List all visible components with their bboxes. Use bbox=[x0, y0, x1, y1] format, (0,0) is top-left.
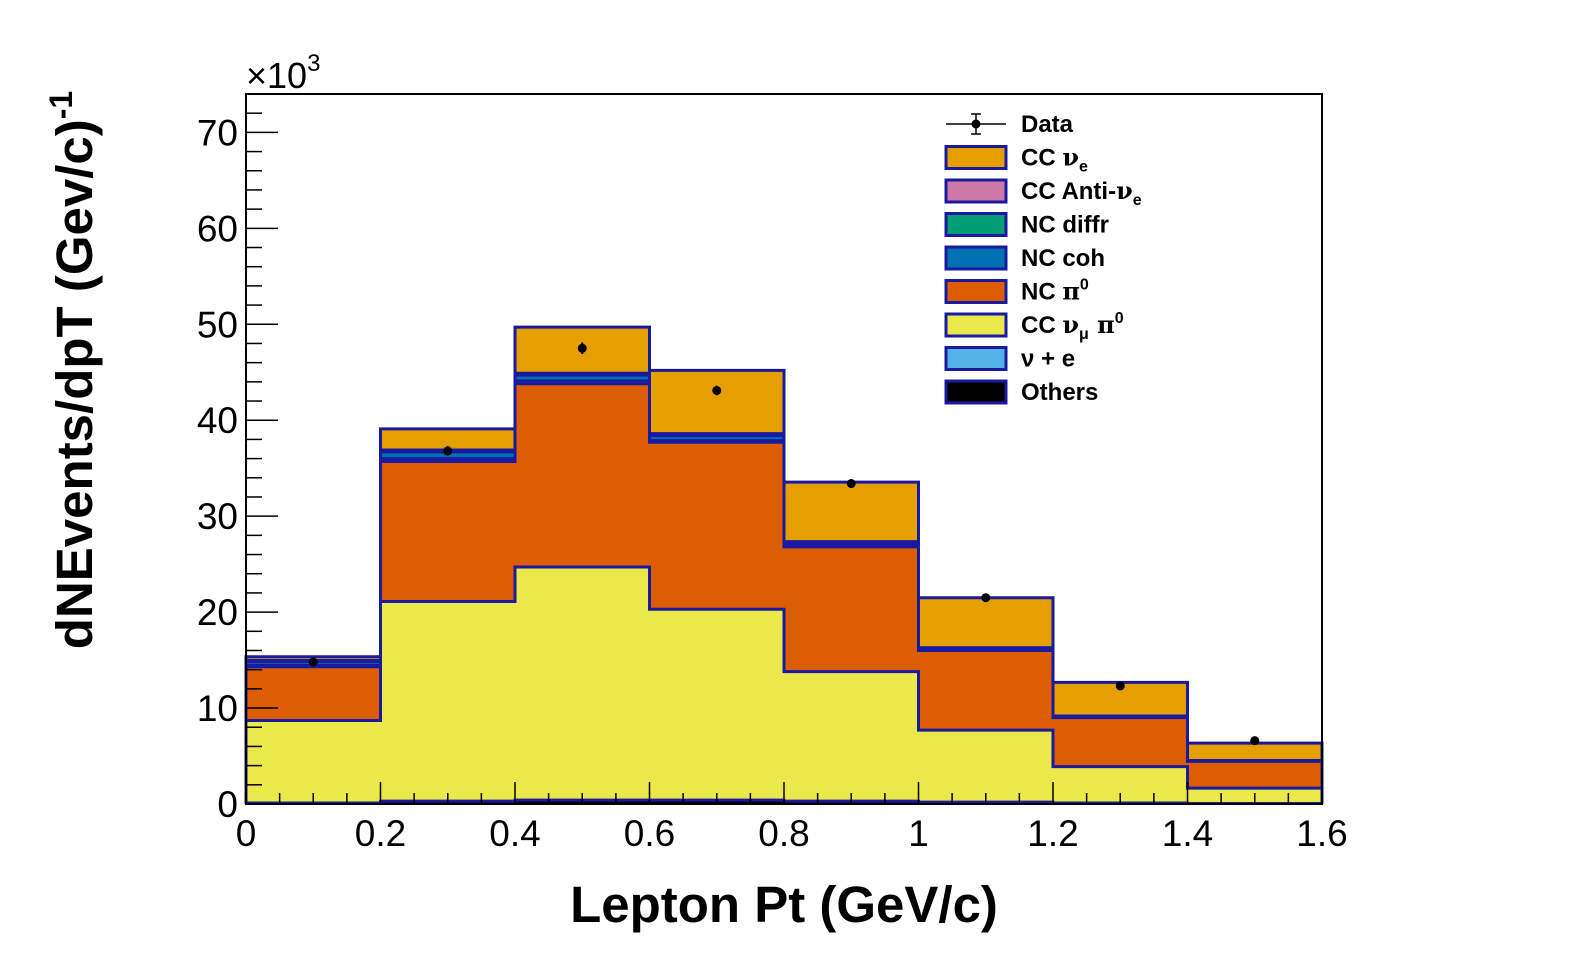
legend-swatch-cc-nue bbox=[944, 145, 1008, 170]
data-point-4 bbox=[846, 479, 856, 489]
legend-swatch-nc-pi0 bbox=[944, 279, 1008, 304]
legend-swatch-cc-anti-nue bbox=[944, 178, 1008, 204]
legend-label-data: Data bbox=[1021, 111, 1074, 138]
bar-nc-pi0-bin-7 bbox=[1187, 761, 1322, 789]
bar-nc-pi0-bin-6 bbox=[1053, 717, 1188, 767]
data-points bbox=[308, 342, 1260, 746]
bar-cc-numu-pi0-bin-1 bbox=[380, 601, 515, 802]
legend-label-part: ν bbox=[1062, 143, 1079, 172]
bar-nc-coh-bin-3 bbox=[649, 435, 784, 441]
bar-cc-nue-bin-4 bbox=[784, 482, 919, 542]
y-tick-label-2: 20 bbox=[197, 592, 238, 633]
bar-cc-numu-pi0-bin-0 bbox=[246, 720, 381, 804]
legend-swatch-nc-coh bbox=[944, 245, 1008, 271]
x-tick-label-6: 1.2 bbox=[1027, 813, 1078, 854]
legend-label-part: π bbox=[1062, 277, 1080, 306]
legend-label-part: ν bbox=[1062, 310, 1079, 339]
legend-label-part: e bbox=[1133, 192, 1142, 209]
legend-label-nc-pi0: NC π0 bbox=[1021, 277, 1089, 306]
legend-swatch-nc-diffr bbox=[944, 212, 1008, 237]
data-point-7 bbox=[1250, 736, 1260, 746]
outline-cc-nue bbox=[244, 325, 1324, 804]
bar-cc-nue-bin-1 bbox=[380, 428, 515, 450]
y-axis-title: dNEvents/dpT (Gev/c)-1 bbox=[43, 91, 103, 649]
legend-label-nc-coh: NC coh bbox=[1021, 245, 1105, 272]
y-tick-label-5: 50 bbox=[197, 304, 238, 345]
x-tick-label-0: 0 bbox=[236, 813, 257, 854]
legend-label-part: Others bbox=[1021, 379, 1098, 406]
legend-label-part: ν bbox=[1116, 176, 1133, 205]
legend-label-others: Others bbox=[1021, 379, 1098, 406]
legend-label-part: ν + e bbox=[1021, 346, 1075, 373]
legend-label-cc-anti-nue: CC Anti-νe bbox=[1021, 176, 1142, 209]
data-point-6 bbox=[1115, 681, 1125, 691]
legend-label-nc-diffr: NC diffr bbox=[1021, 212, 1109, 239]
data-point-1 bbox=[443, 446, 453, 456]
y-tick-label-1: 10 bbox=[197, 688, 238, 729]
x-tick-label-5: 1 bbox=[908, 813, 929, 854]
legend-label-part: NC coh bbox=[1021, 245, 1105, 272]
bar-cc-numu-pi0-bin-4 bbox=[784, 671, 919, 802]
bar-nc-pi0-bin-0 bbox=[246, 666, 381, 721]
stacked-bars bbox=[244, 325, 1324, 806]
bar-cc-nue-bin-5 bbox=[918, 597, 1053, 648]
data-point-0 bbox=[308, 657, 318, 667]
bar-nc-pi0-bin-3 bbox=[649, 442, 784, 610]
legend-data-marker bbox=[971, 119, 981, 129]
y-axis-multiplier: ×103 bbox=[246, 50, 320, 96]
bar-cc-numu-pi0-bin-3 bbox=[649, 609, 784, 801]
legend-label-part: NC diffr bbox=[1021, 212, 1109, 239]
y-tick-label-4: 40 bbox=[197, 400, 238, 441]
bar-nc-pi0-bin-2 bbox=[515, 383, 650, 568]
bar-nc-coh-bin-2 bbox=[515, 375, 650, 381]
legend-label-part: Data bbox=[1021, 111, 1074, 138]
legend-label-nu-e: ν + e bbox=[1021, 346, 1075, 373]
multiplier-exponent: 3 bbox=[307, 50, 320, 77]
x-tick-label-3: 0.6 bbox=[624, 813, 675, 854]
bar-cc-nue-bin-7 bbox=[1187, 743, 1322, 761]
bar-nc-pi0-bin-5 bbox=[918, 650, 1053, 731]
x-tick-label-2: 0.4 bbox=[489, 813, 540, 854]
legend-label-part: e bbox=[1079, 159, 1088, 176]
legend-label-part: CC Anti- bbox=[1021, 178, 1116, 205]
legend-label-part: NC bbox=[1021, 279, 1062, 306]
y-axis-title-main: dNEvents/dpT (Gev/c) bbox=[46, 119, 103, 649]
data-point-5 bbox=[981, 593, 991, 603]
legend-label-part: CC bbox=[1021, 145, 1062, 172]
data-point-2 bbox=[577, 343, 587, 353]
legend-label-part: 0 bbox=[1080, 277, 1089, 294]
legend-swatch-nu-e bbox=[944, 346, 1008, 371]
multiplier-base: ×10 bbox=[246, 55, 307, 96]
legend-label-part: π bbox=[1089, 310, 1115, 339]
legend-swatch-others bbox=[944, 379, 1008, 405]
bar-nc-pi0-bin-1 bbox=[380, 461, 515, 602]
legend-label-part: 0 bbox=[1115, 310, 1124, 327]
axes: 0 0.2 0.4 0.6 0.8 1 1.2 1.4 1.6 0 10 20 30 40 50 60 70 bbox=[197, 93, 1348, 854]
y-tick-label-6: 60 bbox=[197, 208, 238, 249]
legend-swatch-cc-numu-pi0 bbox=[944, 312, 1008, 338]
x-tick-label-1: 0.2 bbox=[355, 813, 406, 854]
x-axis-title: Lepton Pt (GeV/c) bbox=[570, 876, 998, 933]
bar-cc-nue-bin-3 bbox=[649, 370, 784, 434]
y-axis-title-exponent: -1 bbox=[43, 91, 79, 119]
y-tick-label-0: 0 bbox=[217, 784, 238, 825]
y-tick-label-3: 30 bbox=[197, 496, 238, 537]
legend-label-cc-nue: CC νe bbox=[1021, 143, 1088, 176]
legend-label-part: μ bbox=[1079, 326, 1089, 343]
y-tick-label-7: 70 bbox=[197, 112, 238, 153]
bar-cc-numu-pi0-bin-2 bbox=[515, 567, 650, 801]
x-tick-label-7: 1.4 bbox=[1162, 813, 1213, 854]
x-tick-label-8: 1.6 bbox=[1296, 813, 1347, 854]
x-tick-label-4: 0.8 bbox=[758, 813, 809, 854]
legend-label-cc-numu-pi0: CC νμ π0 bbox=[1021, 310, 1124, 343]
bar-cc-numu-pi0-bin-5 bbox=[918, 730, 1053, 803]
legend-label-part: CC bbox=[1021, 312, 1062, 339]
data-point-3 bbox=[712, 385, 722, 395]
bar-nc-pi0-bin-4 bbox=[784, 546, 919, 672]
